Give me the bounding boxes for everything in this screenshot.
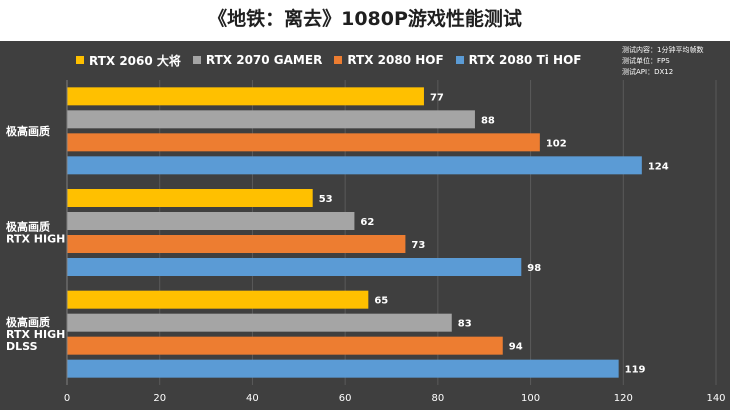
test-note: 测试单位：FPS xyxy=(622,57,670,65)
data-label: 65 xyxy=(374,296,388,307)
data-label: 94 xyxy=(509,342,523,353)
x-tick-label: 40 xyxy=(246,393,259,404)
legend-label: RTX 2080 HOF xyxy=(347,53,444,67)
chart-legend: RTX 2060 大将 RTX 2070 GAMER RTX 2080 HOF RTX… xyxy=(76,52,593,68)
bar xyxy=(67,336,503,355)
data-label: 62 xyxy=(360,217,374,228)
legend-item: RTX 2080 HOF xyxy=(334,53,444,67)
bar xyxy=(67,290,369,309)
legend-swatch xyxy=(76,56,84,64)
bar xyxy=(67,87,424,106)
legend-item: RTX 2080 Ti HOF xyxy=(455,53,582,67)
data-label: 83 xyxy=(458,319,472,330)
data-label: 102 xyxy=(546,138,567,149)
category-label-line: RTX HIGH xyxy=(6,328,65,341)
data-label: 53 xyxy=(319,194,333,205)
bar xyxy=(67,156,642,175)
data-label: 88 xyxy=(481,115,495,126)
bar xyxy=(67,212,355,230)
x-tick-label: 120 xyxy=(614,393,633,404)
data-label: 98 xyxy=(527,263,541,274)
x-tick-label: 100 xyxy=(521,393,540,404)
legend-swatch xyxy=(192,56,201,64)
chart-title: 《地铁：离去》1080P游戏性能测试 xyxy=(208,8,522,30)
category-label-line: 极高画质 xyxy=(6,315,50,329)
bar xyxy=(67,235,406,253)
bar xyxy=(67,359,619,378)
data-label: 77 xyxy=(430,92,444,103)
category-label-line: RTX HIGH xyxy=(6,233,65,246)
category-label-line: 极高画质 xyxy=(6,124,50,138)
bar xyxy=(67,313,452,332)
category-label-line: 极高画质 xyxy=(6,220,50,234)
bar xyxy=(67,258,522,276)
category-label: 极高画质 RTX HIGH DLSS xyxy=(6,315,65,353)
legend-item: RTX 2070 GAMER xyxy=(192,53,323,67)
bar xyxy=(67,189,313,207)
legend-label: RTX 2060 大将 xyxy=(89,53,181,68)
legend-item: RTX 2060 大将 xyxy=(76,52,181,69)
legend-swatch xyxy=(455,56,464,64)
category-label: 极高画质 xyxy=(6,124,50,138)
x-tick-label: 60 xyxy=(339,393,352,404)
test-notes: 测试内容：1分钟平均帧数 测试单位：FPS 测试API：DX12 xyxy=(622,45,726,78)
x-tick-label: 20 xyxy=(153,393,166,404)
bar xyxy=(67,110,475,129)
data-label: 73 xyxy=(411,240,425,251)
category-label-line: DLSS xyxy=(6,340,38,353)
legend-label: RTX 2080 Ti HOF xyxy=(468,53,582,67)
bar xyxy=(67,133,540,152)
legend-label: RTX 2070 GAMER xyxy=(205,53,323,67)
test-note: 测试内容：1分钟平均帧数 xyxy=(622,46,704,54)
data-label: 119 xyxy=(625,365,646,376)
data-label: 124 xyxy=(648,161,669,172)
x-tick-label: 0 xyxy=(64,393,70,404)
x-tick-label: 140 xyxy=(706,393,725,404)
legend-swatch xyxy=(334,56,343,64)
test-note: 测试API：DX12 xyxy=(622,68,674,76)
x-tick-label: 80 xyxy=(431,393,444,404)
category-label: 极高画质 RTX HIGH xyxy=(6,220,65,246)
